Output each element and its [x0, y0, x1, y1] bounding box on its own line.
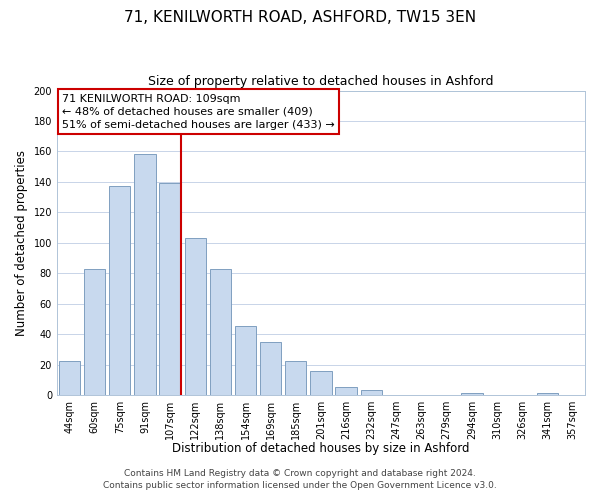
Bar	[335, 388, 357, 395]
Title: Size of property relative to detached houses in Ashford: Size of property relative to detached ho…	[148, 75, 494, 88]
Bar	[361, 390, 382, 395]
X-axis label: Distribution of detached houses by size in Ashford: Distribution of detached houses by size …	[172, 442, 470, 455]
Text: Contains HM Land Registry data © Crown copyright and database right 2024.
Contai: Contains HM Land Registry data © Crown c…	[103, 469, 497, 490]
Bar	[536, 394, 558, 395]
Bar	[235, 326, 256, 395]
Bar	[461, 394, 482, 395]
Bar	[59, 362, 80, 395]
Bar	[134, 154, 155, 395]
Bar	[260, 342, 281, 395]
Bar	[285, 362, 307, 395]
Bar	[310, 370, 332, 395]
Text: 71 KENILWORTH ROAD: 109sqm
← 48% of detached houses are smaller (409)
51% of sem: 71 KENILWORTH ROAD: 109sqm ← 48% of deta…	[62, 94, 335, 130]
Text: 71, KENILWORTH ROAD, ASHFORD, TW15 3EN: 71, KENILWORTH ROAD, ASHFORD, TW15 3EN	[124, 10, 476, 25]
Bar	[160, 184, 181, 395]
Bar	[109, 186, 130, 395]
Bar	[84, 268, 106, 395]
Bar	[209, 268, 231, 395]
Y-axis label: Number of detached properties: Number of detached properties	[15, 150, 28, 336]
Bar	[185, 238, 206, 395]
